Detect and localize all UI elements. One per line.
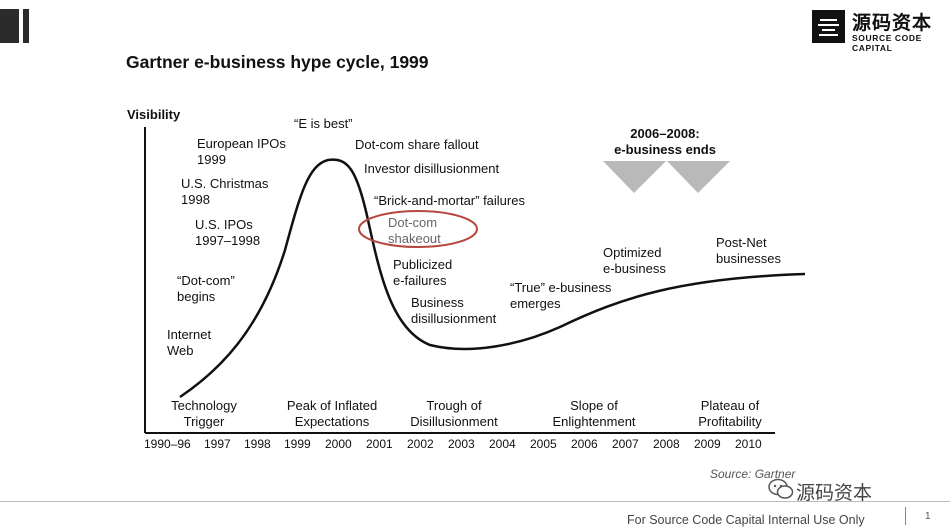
footer-text: For Source Code Capital Internal Use Onl… xyxy=(627,513,865,527)
year-label: 2000 xyxy=(325,437,352,451)
event-e-is-best: “E is best” xyxy=(294,116,353,131)
year-label: 2004 xyxy=(489,437,516,451)
year-label: 1990–96 xyxy=(144,437,191,451)
brand-name-en: SOURCE CODE CAPITAL xyxy=(852,33,922,53)
year-label: 1998 xyxy=(244,437,271,451)
brand-name-cn: 源码资本 xyxy=(852,12,933,34)
phase-technology-trigger: Technology Trigger xyxy=(171,398,237,429)
event-dotcom-shakeout: Dot-com shakeout xyxy=(388,215,441,246)
hype-curve xyxy=(179,158,806,399)
event-true-ebusiness: “True” e-business emerges xyxy=(510,280,612,311)
year-label: 2010 xyxy=(735,437,762,451)
phase-slope: Slope of Enlightenment xyxy=(552,398,636,429)
source-note: Source: Gartner xyxy=(710,467,796,481)
page-number: 1 xyxy=(925,511,931,522)
logo-mark-icon xyxy=(812,10,845,43)
ebusiness-ends-callout: 2006–2008: e-business ends xyxy=(600,126,730,158)
phase-plateau: Plateau of Profitability xyxy=(698,398,762,429)
year-label: 2005 xyxy=(530,437,557,451)
event-business-disillusionment: Business disillusionment xyxy=(411,295,497,326)
year-label: 2001 xyxy=(366,437,393,451)
page-title: Gartner e-business hype cycle, 1999 xyxy=(126,52,429,72)
ends-triangle-2 xyxy=(667,161,730,193)
ends-line-2: e-business ends xyxy=(614,142,716,157)
phase-peak: Peak of Inflated Expectations xyxy=(286,398,378,429)
ends-triangle-1 xyxy=(603,161,666,193)
event-internet-web: Internet Web xyxy=(167,327,212,358)
phase-trough: Trough of Disillusionment xyxy=(410,398,498,429)
event-european-ipos: European IPOs 1999 xyxy=(197,136,286,167)
event-post-net: Post-Net businesses xyxy=(716,235,782,266)
year-label: 2008 xyxy=(653,437,680,451)
event-investor-disillusionment: Investor disillusionment xyxy=(364,161,500,176)
corner-bar-wide xyxy=(0,9,19,43)
event-publicized-failures: Publicized e-failures xyxy=(393,257,453,288)
year-label: 1999 xyxy=(284,437,311,451)
corner-bar-narrow xyxy=(23,9,29,43)
event-dotcom-fallout: Dot-com share fallout xyxy=(355,137,479,152)
event-brick-mortar: “Brick-and-mortar” failures xyxy=(374,193,525,208)
ends-line-1: 2006–2008: xyxy=(630,126,700,141)
shakeout-ellipse xyxy=(358,210,478,248)
footer-divider xyxy=(0,501,950,502)
event-us-christmas: U.S. Christmas 1998 xyxy=(181,176,269,207)
event-us-ipos: U.S. IPOs 1997–1998 xyxy=(195,217,261,248)
watermark-text: 源码资本 xyxy=(796,482,873,504)
year-label: 2002 xyxy=(407,437,434,451)
footer-separator xyxy=(905,507,906,525)
brand-logo: 源码资本 SOURCE CODE CAPITAL xyxy=(812,8,942,53)
event-optimized: Optimized e-business xyxy=(603,245,666,276)
year-label: 2006 xyxy=(571,437,598,451)
year-label: 2007 xyxy=(612,437,639,451)
wechat-icon xyxy=(768,478,794,500)
year-label: 2009 xyxy=(694,437,721,451)
year-label: 2003 xyxy=(448,437,475,451)
event-dotcom-begins: “Dot-com” begins xyxy=(177,273,235,304)
year-label: 1997 xyxy=(204,437,231,451)
y-axis-label: Visibility xyxy=(127,107,181,122)
